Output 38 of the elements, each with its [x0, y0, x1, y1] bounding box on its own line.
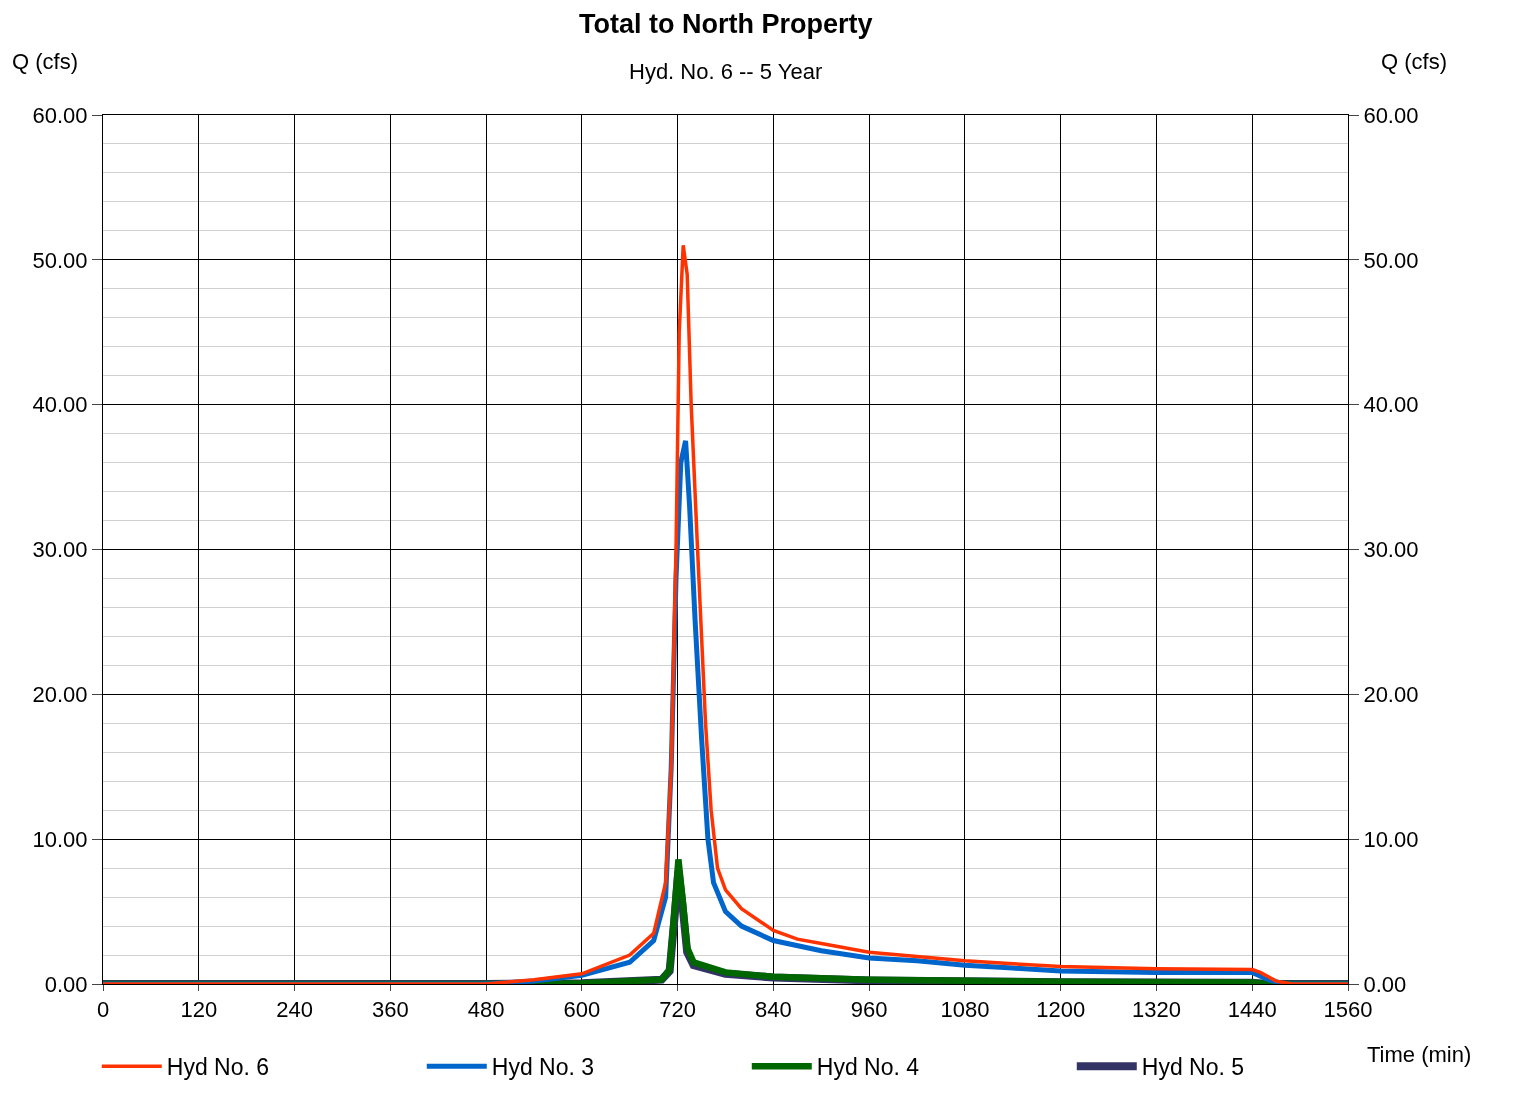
- x-tick-label: 1320: [1131, 997, 1181, 1023]
- y-tick-label: 0.00: [44, 971, 88, 997]
- legend-label: Hyd No. 6: [166, 1054, 270, 1081]
- x-tick-label: 1560: [1323, 997, 1373, 1023]
- x-tick-label: 480: [467, 997, 505, 1023]
- legend-label: Hyd No. 4: [816, 1054, 920, 1081]
- y2-tick-label: 10.00: [1363, 826, 1419, 852]
- x-tick-label: 720: [659, 997, 696, 1023]
- x-tick-label: 960: [850, 997, 888, 1023]
- x-tick-label: 1080: [940, 997, 990, 1023]
- y2-tick-label: 30.00: [1363, 537, 1419, 563]
- y-tick-label: 60.00: [32, 102, 88, 128]
- y2-tick-label: 0.00: [1363, 971, 1407, 997]
- y-tick-label: 50.00: [32, 247, 88, 273]
- y-tick-label: 20.00: [32, 682, 88, 708]
- x-tick-label: 360: [371, 997, 409, 1023]
- legend-label: Hyd No. 5: [1141, 1054, 1245, 1081]
- y-tick-label: 30.00: [32, 537, 88, 563]
- chart-subtitle: Hyd. No. 6 -- 5 Year: [629, 59, 823, 84]
- x-tick-label: 1200: [1036, 997, 1086, 1023]
- y2-tick-label: 40.00: [1363, 392, 1419, 418]
- y-tick-label: 10.00: [32, 826, 88, 852]
- x-tick-label: 1440: [1227, 997, 1277, 1023]
- y-tick-label: 40.00: [32, 392, 88, 418]
- legend-label: Hyd No. 3: [491, 1054, 595, 1081]
- y2-tick-label: 60.00: [1363, 102, 1419, 128]
- y2-axis-title: Q (cfs): [1381, 49, 1447, 74]
- x-tick-label: 120: [180, 997, 218, 1023]
- x-tick-label: 600: [563, 997, 601, 1023]
- x-tick-label: 240: [276, 997, 313, 1023]
- x-axis-title: Time (min): [1367, 1042, 1472, 1067]
- x-tick-label: 0: [96, 997, 110, 1023]
- x-tick-label: 840: [755, 997, 792, 1023]
- line-series: [103, 243, 1348, 984]
- chart-title: Total to North Property: [579, 9, 873, 39]
- y2-tick-label: 20.00: [1363, 682, 1419, 708]
- y-axis-title: Q (cfs): [12, 49, 78, 74]
- y2-tick-label: 50.00: [1363, 247, 1419, 273]
